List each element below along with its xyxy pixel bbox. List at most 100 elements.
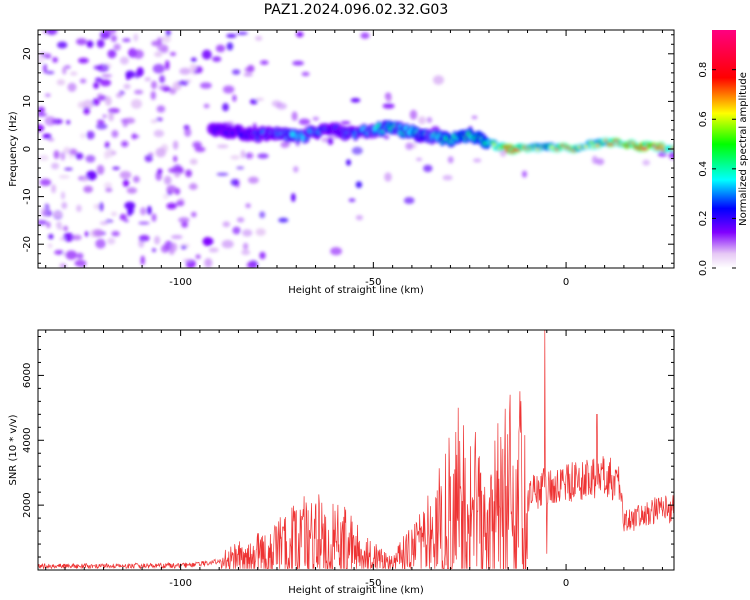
- snr-tick-labels: -100 -50 0 2000 4000 6000: [22, 363, 569, 589]
- noise-cell: [92, 98, 100, 106]
- noise-cell: [212, 56, 222, 62]
- noise-cell: [150, 90, 156, 100]
- noise-cell: [175, 166, 185, 174]
- noise-cell: [245, 152, 254, 159]
- noise-cell: [360, 32, 370, 39]
- noise-cell: [52, 57, 58, 63]
- noise-cell: [96, 123, 108, 130]
- noise-cell: [232, 69, 241, 75]
- noise-cell: [152, 248, 156, 253]
- noise-cell: [255, 35, 263, 41]
- noise-cell: [160, 244, 170, 253]
- noise-cell: [170, 235, 183, 239]
- noise-cell: [106, 148, 114, 158]
- noise-cell: [230, 178, 239, 186]
- noise-cell: [595, 158, 605, 166]
- noise-cell: [161, 35, 171, 43]
- noise-cell: [144, 154, 153, 163]
- y-tick-label: 2000: [22, 492, 33, 517]
- noise-cell: [96, 119, 105, 125]
- noise-cell: [222, 85, 235, 94]
- spectrogram-heatmap: [38, 30, 674, 268]
- noise-cell: [179, 67, 191, 75]
- noise-cell: [327, 137, 334, 145]
- y-tick-label: -20: [22, 236, 33, 252]
- noise-cell: [138, 234, 150, 242]
- noise-cell: [178, 217, 190, 223]
- noise-cell: [189, 183, 198, 190]
- noise-cell: [79, 262, 85, 268]
- noise-cell: [293, 166, 299, 173]
- noise-cell: [172, 140, 179, 150]
- noise-cell: [110, 35, 117, 42]
- ridge-halo: [668, 145, 674, 152]
- noise-cell: [53, 211, 63, 218]
- noise-cell: [433, 75, 444, 85]
- noise-cell: [81, 101, 93, 108]
- noise-cell: [191, 211, 197, 218]
- noise-cell: [66, 120, 71, 125]
- noise-cell: [173, 155, 178, 162]
- ridge-core: [640, 147, 648, 151]
- noise-cell: [150, 119, 158, 124]
- noise-cell: [122, 118, 129, 128]
- noise-cell: [126, 187, 138, 194]
- y-tick-label: 20: [22, 47, 33, 60]
- noise-cell: [405, 142, 414, 150]
- noise-cell: [355, 181, 363, 189]
- noise-cell: [159, 75, 166, 84]
- noise-cell: [312, 116, 319, 121]
- noise-cell: [45, 70, 55, 75]
- noise-cell: [46, 221, 51, 229]
- noise-cell: [133, 49, 144, 59]
- noise-cell: [59, 237, 66, 241]
- noise-cell: [280, 141, 290, 148]
- noise-cell: [151, 213, 157, 222]
- noise-cell: [157, 43, 169, 52]
- noise-cell: [82, 176, 89, 182]
- noise-cell: [136, 67, 144, 77]
- noise-cell: [39, 154, 49, 161]
- x-tick-label: -50: [365, 578, 381, 589]
- noise-cell: [111, 130, 119, 138]
- noise-cell: [48, 233, 54, 240]
- noise-cell: [99, 79, 112, 87]
- noise-cell: [298, 118, 311, 126]
- noise-cell: [133, 175, 140, 183]
- snr-frame: [37, 329, 675, 571]
- noise-cell: [418, 116, 426, 125]
- noise-cell: [70, 71, 78, 76]
- noise-cell: [386, 95, 392, 102]
- noise-cell: [185, 169, 193, 178]
- noise-cell: [166, 202, 177, 210]
- noise-cell: [222, 221, 231, 228]
- noise-cell: [260, 60, 269, 65]
- noise-cell: [301, 71, 310, 77]
- noise-cell: [257, 153, 269, 159]
- noise-cell: [291, 193, 296, 202]
- noise-cell: [426, 117, 433, 123]
- noise-cell: [56, 79, 66, 86]
- noise-cell: [383, 135, 390, 140]
- noise-cell: [170, 242, 178, 252]
- noise-cell: [243, 73, 253, 77]
- noise-cell: [124, 201, 136, 210]
- noise-cell: [471, 115, 478, 120]
- noise-cell: [296, 31, 304, 38]
- snr-series-line: [38, 330, 674, 570]
- x-tick-label: -100: [169, 277, 192, 288]
- noise-cell: [84, 231, 89, 237]
- noise-cell: [57, 41, 68, 49]
- noise-cell: [175, 200, 185, 207]
- noise-cell: [189, 63, 197, 72]
- x-tick-label: -100: [169, 578, 192, 589]
- noise-cell: [76, 38, 87, 46]
- noise-cell: [102, 114, 107, 118]
- noise-cell: [147, 205, 152, 215]
- noise-cell: [63, 146, 71, 155]
- noise-cell: [184, 127, 192, 137]
- noise-cell: [330, 247, 342, 256]
- noise-cell: [245, 203, 251, 209]
- noise-cell: [423, 164, 433, 173]
- noise-cell: [99, 202, 104, 212]
